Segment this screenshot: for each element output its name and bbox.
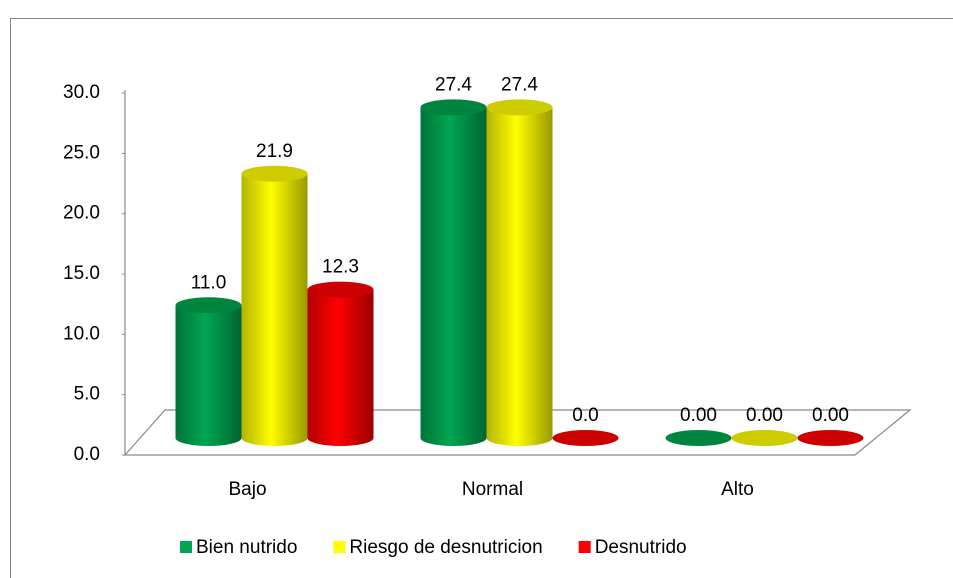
cylinder-bottom [241,430,308,446]
y-tick-label: 30.0 [63,82,100,103]
cylinder-body [307,289,374,438]
value-label: 0.00 [746,405,783,426]
x-tick-label: Bajo [228,479,266,500]
cylinder-top [175,297,242,314]
value-label: 0.00 [812,405,849,426]
cylinder-top [241,165,308,182]
y-tick-label: 15.0 [63,263,100,284]
cylinder-bottom [420,430,487,446]
value-label: 0.0 [572,405,598,426]
value-label: 21.9 [256,141,293,162]
cylinder-top [307,281,374,298]
legend-swatch [180,541,192,553]
legend-label: Desnutrido [595,537,687,558]
cylinder-body [486,107,553,438]
legend-label: Riesgo de desnutricion [349,537,542,558]
y-tick-label: 5.0 [74,384,100,405]
legend-swatch [578,541,591,553]
cylinder-body [241,173,308,439]
value-label: 27.4 [435,74,472,95]
cylinder-body [175,305,242,438]
y-tick-label: 0.0 [74,444,100,465]
legend-label: Bien nutrido [196,537,297,558]
value-label: 12.3 [322,257,359,278]
cylinder-bottom [307,430,374,446]
cylinder-bottom [175,430,242,446]
x-tick-label: Normal [462,479,523,500]
legend-swatch [333,541,346,553]
cylinder-top [486,99,553,116]
cylinder-top [797,430,864,446]
cylinder-top [731,430,798,446]
value-label: 0.00 [680,405,717,426]
y-tick-label: 25.0 [63,142,100,163]
cylinder-top [420,99,487,116]
value-label: 27.4 [501,74,538,95]
value-label: 11.0 [191,272,227,293]
cylinder-top [665,430,732,446]
cylinder-body [420,107,487,438]
cylinder-bottom [486,430,553,446]
y-tick-label: 10.0 [63,323,100,344]
x-tick-label: Alto [721,479,754,500]
cylinder-top [552,430,619,446]
y-tick-label: 20.0 [63,203,100,224]
